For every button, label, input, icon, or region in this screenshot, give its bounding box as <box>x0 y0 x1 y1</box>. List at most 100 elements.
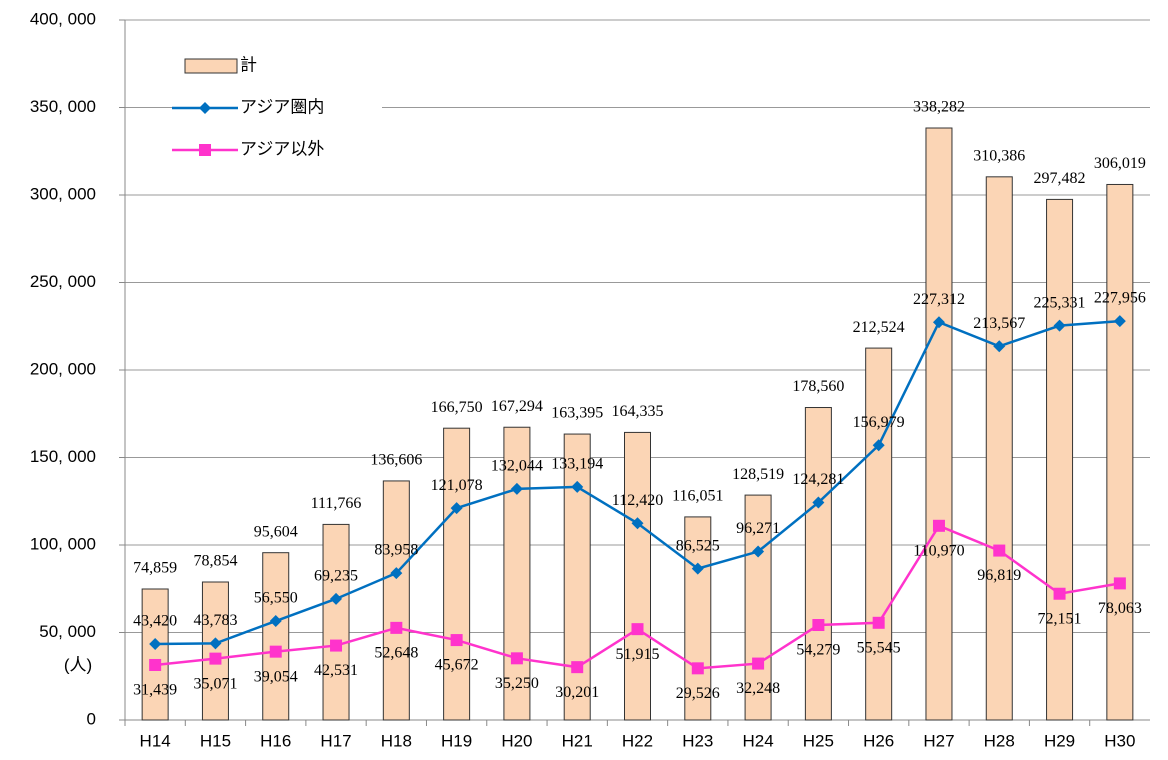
data-label: 43,783 <box>193 612 237 629</box>
point <box>149 638 162 651</box>
bar <box>925 127 953 721</box>
data-label: 227,956 <box>1094 290 1146 307</box>
y-tick-label: 200, 000 <box>30 359 96 378</box>
data-label: 30,201 <box>555 684 599 701</box>
bar <box>1106 183 1134 721</box>
data-label: 132,044 <box>491 458 543 475</box>
x-tick-label: H23 <box>682 731 713 750</box>
data-label: 136,606 <box>370 452 422 469</box>
data-label: 74,859 <box>133 560 177 577</box>
x-tick-label: H28 <box>984 731 1015 750</box>
y-tick-label: 300, 000 <box>30 184 96 203</box>
point <box>571 661 584 674</box>
data-label: 72,151 <box>1038 610 1082 627</box>
y-tick-label: 150, 000 <box>30 447 96 466</box>
bar <box>684 516 712 721</box>
y-tick-label: 100, 000 <box>30 534 96 553</box>
data-label: 156,979 <box>853 414 905 431</box>
bar <box>262 552 290 721</box>
point <box>510 652 523 665</box>
point <box>631 517 644 530</box>
data-label: 338,282 <box>913 99 965 116</box>
data-label: 212,524 <box>853 319 905 336</box>
x-tick-label: H30 <box>1104 731 1135 750</box>
x-tick-label: H14 <box>140 731 171 750</box>
point <box>691 562 704 575</box>
data-label: 121,078 <box>431 477 483 494</box>
data-label: 95,604 <box>254 523 298 540</box>
data-label: 306,019 <box>1094 155 1146 172</box>
data-label: 51,915 <box>616 646 660 663</box>
bar <box>201 581 229 721</box>
point <box>149 658 162 671</box>
point <box>450 502 463 515</box>
data-label: 310,386 <box>973 147 1025 164</box>
data-label: 43,420 <box>133 613 177 630</box>
legend-marker <box>199 102 211 114</box>
data-label: 178,560 <box>792 378 844 395</box>
point <box>932 316 945 329</box>
x-tick-label: H20 <box>501 731 532 750</box>
bar <box>443 427 471 721</box>
data-label: 96,271 <box>736 520 780 537</box>
point <box>1053 319 1066 332</box>
x-tick-label: H29 <box>1044 731 1075 750</box>
data-label: 45,672 <box>435 657 479 674</box>
x-tick-label: H16 <box>260 731 291 750</box>
bar <box>141 588 169 721</box>
x-tick-label: H27 <box>923 731 954 750</box>
point <box>1113 315 1126 328</box>
data-label: 164,335 <box>612 403 664 420</box>
point <box>631 623 644 636</box>
bar <box>865 347 893 721</box>
bar <box>744 494 772 721</box>
data-label: 297,482 <box>1034 170 1086 187</box>
legend-label: アジア圏内 <box>240 97 324 116</box>
x-tick-label: H21 <box>562 731 593 750</box>
bar <box>563 433 591 721</box>
data-label: 29,526 <box>676 685 720 702</box>
data-label: 32,248 <box>736 680 780 697</box>
x-tick-label: H17 <box>320 731 351 750</box>
point <box>993 340 1006 353</box>
legend-marker <box>199 144 211 156</box>
point <box>1113 577 1126 590</box>
point <box>390 567 403 580</box>
data-label: 133,194 <box>551 456 603 473</box>
data-label: 111,766 <box>311 495 362 512</box>
bar <box>624 431 651 721</box>
bar <box>503 426 531 721</box>
data-label: 69,235 <box>314 568 358 585</box>
point <box>872 616 885 629</box>
point <box>571 480 584 493</box>
data-label: 124,281 <box>792 471 844 488</box>
point <box>752 657 765 670</box>
x-tick-label: H24 <box>742 731 773 750</box>
point <box>752 545 765 558</box>
data-label: 163,395 <box>551 405 603 422</box>
bar <box>382 480 410 721</box>
data-label: 213,567 <box>973 315 1025 332</box>
point <box>510 482 523 495</box>
point <box>932 519 945 532</box>
bar <box>322 523 350 721</box>
data-label: 128,519 <box>732 466 784 483</box>
data-label: 31,439 <box>133 682 177 699</box>
data-label: 78,063 <box>1098 600 1142 617</box>
point <box>812 496 825 509</box>
y-tick-label: 0 <box>87 709 96 728</box>
data-label: 78,854 <box>193 553 237 570</box>
data-label: 110,970 <box>913 542 964 559</box>
point <box>691 662 704 675</box>
point <box>330 592 343 605</box>
x-tick-label: H18 <box>381 731 412 750</box>
point <box>390 621 403 634</box>
point <box>330 639 343 652</box>
data-label: 96,819 <box>977 567 1021 584</box>
data-label: 112,420 <box>612 492 663 509</box>
x-tick-label: H22 <box>622 731 653 750</box>
x-tick-label: H25 <box>803 731 834 750</box>
data-label: 35,250 <box>495 675 539 692</box>
point <box>450 634 463 647</box>
